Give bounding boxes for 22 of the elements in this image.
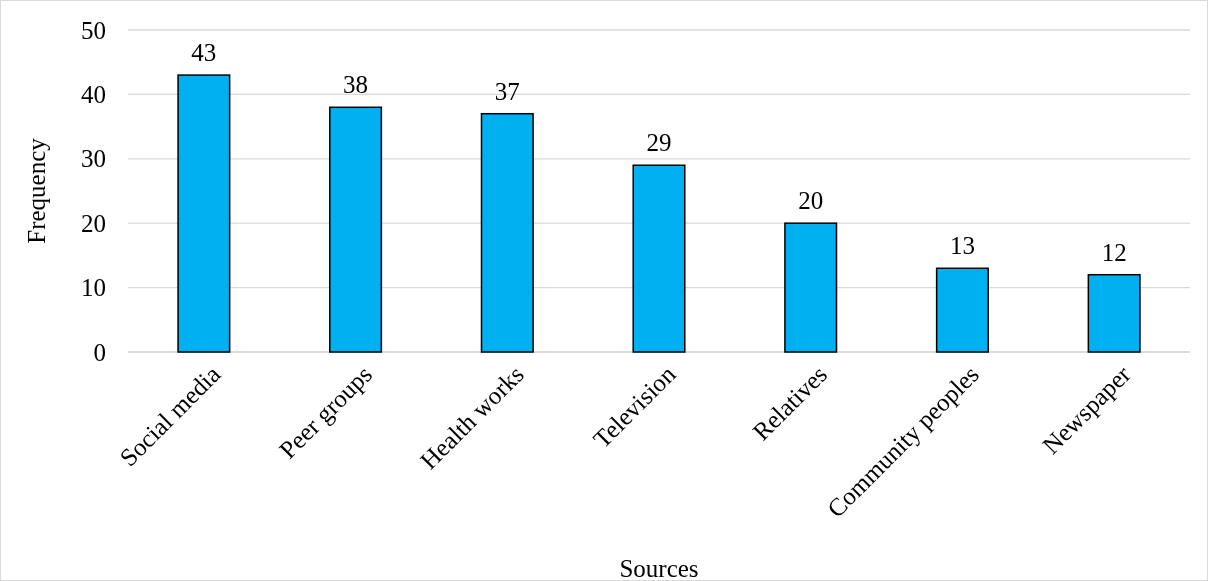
data-label: 43 bbox=[191, 39, 217, 67]
y-tick-label: 20 bbox=[81, 209, 106, 237]
bar bbox=[329, 106, 383, 353]
y-tick-label: 50 bbox=[81, 16, 106, 44]
bar bbox=[784, 222, 838, 353]
x-axis-title: Sources bbox=[619, 555, 699, 581]
y-tick-label: 10 bbox=[81, 274, 106, 302]
y-tick-label: 30 bbox=[81, 145, 106, 173]
y-tick-label: 40 bbox=[81, 80, 106, 108]
y-axis-title: Frequency bbox=[22, 137, 50, 244]
data-label: 13 bbox=[949, 232, 975, 260]
data-label: 12 bbox=[1101, 238, 1127, 266]
bar bbox=[1087, 273, 1141, 353]
data-label: 38 bbox=[343, 71, 369, 99]
bar bbox=[632, 164, 686, 353]
bar bbox=[177, 74, 231, 353]
bar bbox=[935, 267, 989, 353]
data-label: 37 bbox=[494, 77, 520, 105]
data-label: 29 bbox=[646, 129, 672, 157]
bar bbox=[480, 112, 534, 353]
data-label: 20 bbox=[798, 187, 824, 215]
y-tick-label: 0 bbox=[93, 338, 106, 366]
